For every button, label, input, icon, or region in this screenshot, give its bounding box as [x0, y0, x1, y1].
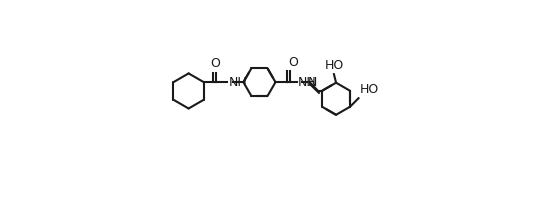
- Text: N: N: [308, 76, 317, 89]
- Text: NH: NH: [228, 76, 247, 89]
- Text: O: O: [288, 56, 298, 69]
- Text: HO: HO: [359, 83, 379, 96]
- Text: O: O: [211, 57, 221, 70]
- Text: NH: NH: [298, 76, 317, 89]
- Text: HO: HO: [324, 59, 344, 72]
